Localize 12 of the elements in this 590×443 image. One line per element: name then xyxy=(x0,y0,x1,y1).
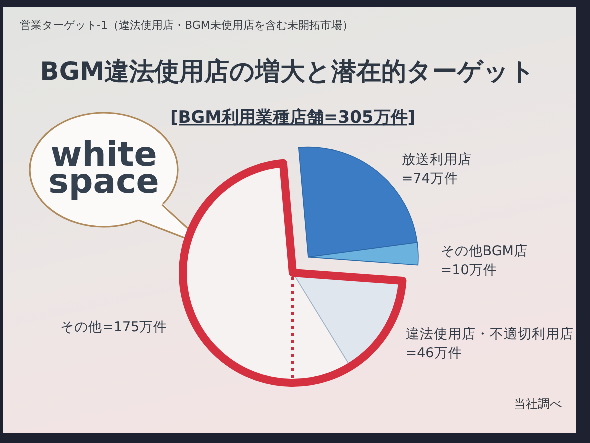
slice-label: その他 xyxy=(60,319,103,336)
data-label: =10万件 xyxy=(440,262,498,279)
slice-label: 放送利用店 xyxy=(402,152,472,168)
slice-label: その他BGM店 xyxy=(440,244,528,260)
data-label: =175万件 xyxy=(102,319,168,336)
text: white space xyxy=(48,135,160,202)
data-label: =74万件 xyxy=(402,171,458,188)
slice-label: 違法使用店・不適切利用店 xyxy=(406,326,574,342)
data-label: =46万件 xyxy=(406,345,462,362)
text: 営業ターゲット-1（違法使用店・BGM未使用店を含む未開拓市場） xyxy=(20,19,354,32)
chart-title: BGM違法使用店の増大と潜在的ターゲット xyxy=(40,57,536,86)
text: 当社調べ xyxy=(514,397,562,411)
